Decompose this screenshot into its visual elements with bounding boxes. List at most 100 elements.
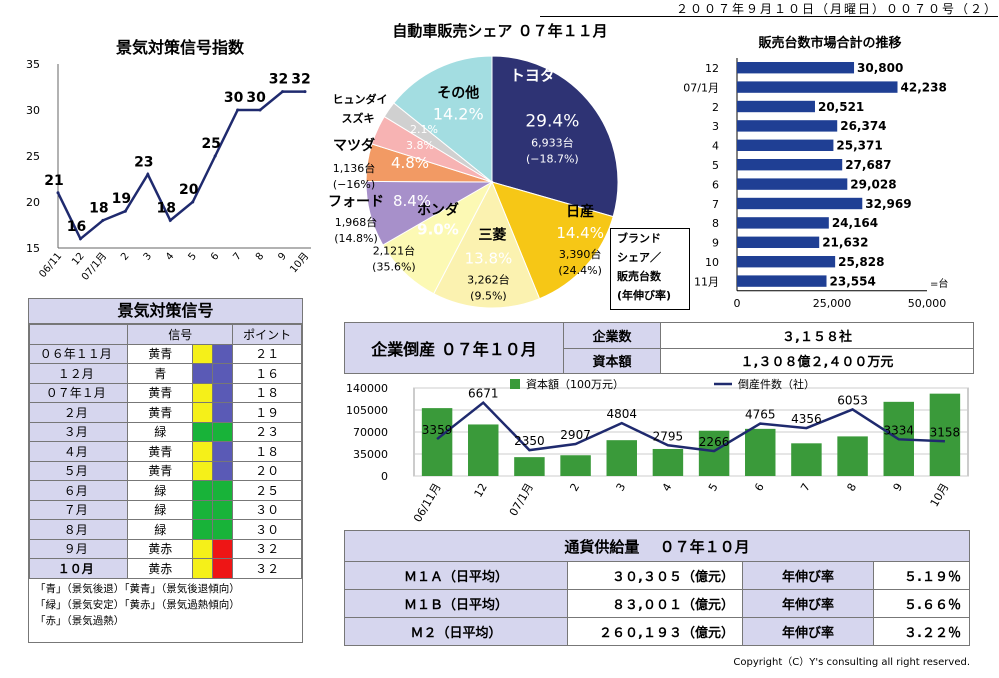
signal-row: ３月緑 ２３ — [28, 421, 302, 442]
index-x-tick-label: 7 — [231, 251, 244, 263]
pie-label-name: ホンダ — [417, 201, 459, 218]
hbar-category-label: 11月 — [694, 275, 719, 288]
signal-month: ０６年１１月 — [28, 343, 129, 364]
bankruptcy-panel: 企業倒産 ０７年１０月 企業数 ３,１５８社 資本額 １,３０８億２,４００万元 — [344, 322, 974, 374]
signal-name: 青 — [127, 363, 193, 384]
pie-label-name: スズキ — [342, 111, 375, 125]
hbar-category-label: 9 — [712, 237, 719, 250]
signal-swatch-right — [212, 558, 234, 579]
index-x-tick-label: 5 — [187, 251, 200, 263]
combo-data-label: 2795 — [653, 429, 684, 443]
pie-label-units: 2,121台 — [373, 243, 416, 257]
bankruptcy-title: 企業倒産 ０７年１０月 — [344, 322, 564, 374]
combo-x-tick-label: 7 — [798, 481, 813, 494]
m2-label: Ｍ２（日平均） — [344, 617, 568, 646]
index-data-label: 25 — [201, 136, 220, 152]
combo-x-tick-label: 12 — [472, 481, 490, 500]
index-x-tick-label: 6 — [209, 251, 222, 263]
hbar-value-label: 29,028 — [850, 177, 896, 191]
company-count-label: 企業数 — [563, 322, 661, 349]
combo-x-tick-label: 07/1月 — [507, 481, 536, 518]
index-data-point — [56, 191, 60, 195]
pie-label-growth: (9.5%) — [470, 290, 507, 303]
index-data-point — [303, 90, 307, 94]
combo-x-tick-label: 8 — [844, 481, 859, 494]
combo-x-tick-label: 06/11月 — [411, 481, 444, 524]
index-data-label: 32 — [291, 72, 310, 88]
signal-swatch-right — [212, 480, 234, 501]
index-y-tick-label: 15 — [26, 242, 40, 255]
hbar-bar — [737, 236, 820, 248]
hbar-x-tick-label: 50,000 — [908, 297, 947, 310]
pie-label-name: ヒュンダイ — [333, 92, 388, 106]
signal-month: ５月 — [28, 460, 129, 481]
sales-hbar-chart: 12 30,800 07/1月 42,238 2 20,521 3 26,374 4 25,371… — [683, 58, 948, 310]
hbar-chart-panel: 販売台数市場合計の推移 12 30,800 07/1月 42,238 2 20,521 3 2… — [680, 20, 999, 320]
signal-month: ８月 — [28, 519, 129, 540]
pie-label-units: 1,968台 — [335, 215, 378, 229]
company-count-value: ３,１５８社 — [660, 322, 974, 349]
m2-growth-value: ３.２２％ — [873, 617, 970, 646]
signal-point: ２０ — [232, 460, 302, 481]
hbar-value-label: 24,164 — [832, 216, 878, 230]
signal-month: ３月 — [28, 421, 129, 442]
hbar-category-label: 4 — [712, 140, 719, 153]
index-data-label: 21 — [44, 173, 63, 189]
m1b-growth-label: 年伸び率 — [742, 589, 874, 618]
index-data-label: 18 — [157, 200, 176, 216]
pie-legend-line-2: シェア／ — [617, 251, 661, 264]
signal-name: 緑 — [127, 519, 193, 540]
hbar-unit-label: =台 — [930, 277, 948, 290]
pie-label-units: 3,262台 — [467, 273, 510, 287]
index-series-line — [56, 90, 305, 241]
hbar-bar — [737, 81, 898, 93]
point-header: ポイント — [232, 324, 302, 345]
signal-name: 黄青 — [127, 343, 193, 364]
pie-label-pct: 29.4% — [525, 111, 579, 131]
index-y-tick-label: 25 — [26, 150, 40, 163]
signal-month: ４月 — [28, 441, 129, 462]
index-chart-panel: 景気対策信号指数 15 20 25 30 35 06/11 12 07/1月 2 3 4 5 6 7 8 9 1… — [0, 20, 335, 290]
signal-swatch-right — [212, 421, 234, 442]
hbar-bar — [737, 275, 827, 287]
hbar-bar — [737, 139, 834, 151]
signal-point: ２５ — [232, 480, 302, 501]
index-data-point — [258, 108, 262, 112]
signal-swatch-left — [191, 460, 214, 481]
signal-swatch-left — [191, 402, 214, 423]
signal-row: ９月 黄赤 ３２ — [28, 538, 302, 559]
combo-data-label: 3158 — [930, 425, 961, 439]
index-x-tick-label: 10月 — [287, 250, 311, 275]
hbar-value-label: 25,371 — [836, 139, 882, 153]
signal-month: ６月 — [28, 480, 129, 501]
index-data-label: 19 — [112, 191, 131, 207]
combo-bar — [514, 457, 545, 476]
signal-row: ６月緑 ２５ — [28, 480, 302, 501]
combo-x-tick-label: 6 — [752, 481, 767, 494]
combo-x-tick-label: 9 — [891, 481, 906, 494]
combo-data-label: 6053 — [837, 393, 868, 407]
pie-label-name: 三菱 — [478, 227, 506, 244]
combo-bar — [560, 455, 591, 476]
signal-name: 黄青 — [127, 402, 193, 423]
combo-x-tick-label: 5 — [706, 481, 721, 494]
pie-slice — [491, 55, 619, 218]
signal-swatch-left — [191, 538, 214, 559]
signal-swatch-left — [191, 519, 214, 540]
pie-label-units: 6,933台 — [531, 135, 574, 149]
combo-bar — [929, 393, 961, 476]
signal-swatch-right — [212, 441, 234, 462]
signal-swatch-right — [212, 460, 234, 481]
hbar-bar — [737, 217, 829, 229]
hbar-chart-title: 販売台数市場合計の推移 — [758, 36, 902, 51]
combo-y-tick-label: 105000 — [346, 404, 388, 417]
index-data-label: 30 — [224, 90, 244, 106]
m2-growth-label: 年伸び率 — [742, 617, 874, 646]
index-y-tick-label: 35 — [26, 58, 40, 71]
index-data-point — [213, 154, 217, 158]
signal-point: ３２ — [232, 538, 302, 559]
signal-month: ９月 — [28, 538, 129, 559]
pie-label-units: 1,136台 — [333, 161, 376, 175]
signal-name: 黄青 — [127, 382, 193, 403]
signal-month: １２月 — [28, 363, 129, 384]
